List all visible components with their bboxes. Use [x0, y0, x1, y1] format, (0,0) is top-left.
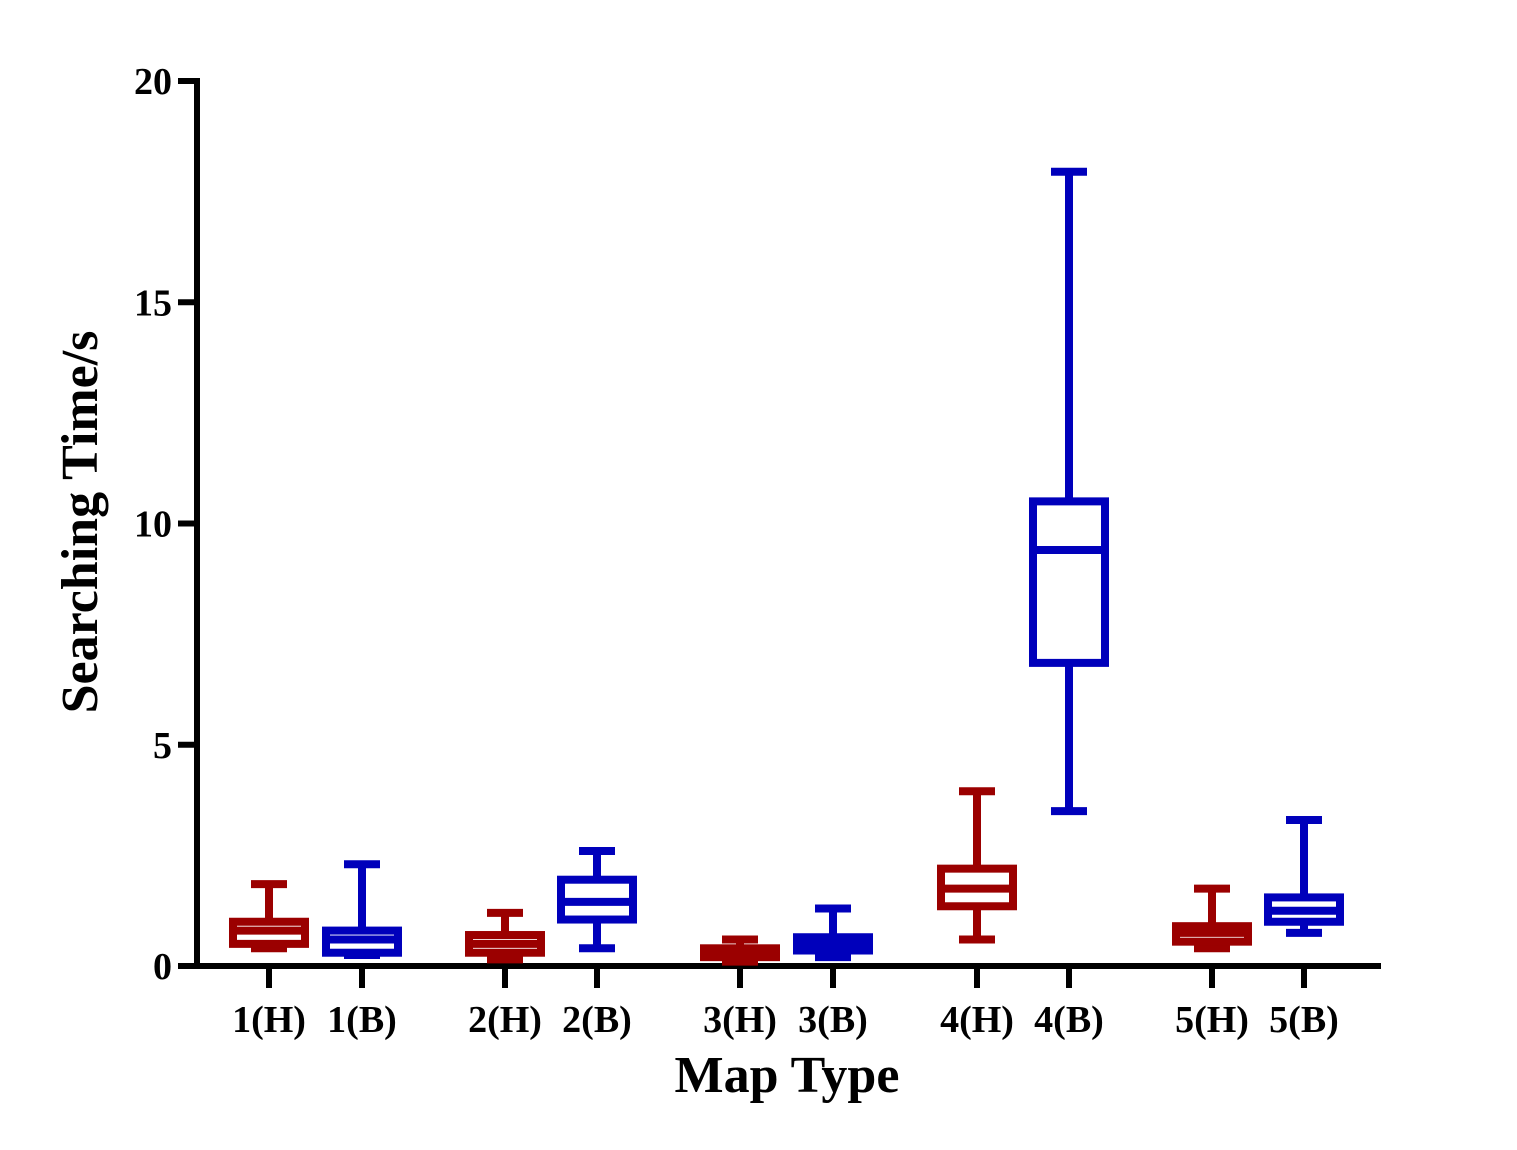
box-4(H)	[937, 787, 1017, 944]
x-tick-label: 3(B)	[798, 999, 868, 1041]
box-2(B)	[557, 846, 637, 953]
y-tick-label: 0	[153, 946, 172, 988]
x-tick-label: 5(B)	[1269, 999, 1339, 1041]
boxes	[229, 167, 1344, 966]
x-tick-label: 2(B)	[562, 999, 632, 1041]
x-tick-label: 5(H)	[1175, 999, 1249, 1041]
y-tick-label: 20	[134, 61, 172, 103]
x-tick-label: 2(H)	[468, 999, 542, 1041]
x-axis-title: Map Type	[675, 1047, 900, 1104]
x-tick-label: 1(H)	[232, 999, 306, 1041]
x-tick-label: 4(B)	[1034, 999, 1104, 1041]
x-ticks: 1(H) 1(B) 2(H) 2(B) 3(H) 3(B) 4(H) 4(B) 5(H) 5(B)	[232, 966, 1339, 1041]
y-tick-label: 5	[153, 725, 172, 767]
box-3(H)	[700, 935, 780, 966]
box-3(B)	[793, 904, 873, 962]
y-ticks: 0 5 10 15 20	[134, 61, 197, 988]
y-axis-title: Searching Time/s	[52, 331, 109, 714]
x-tick-label: 4(H)	[940, 999, 1014, 1041]
axes: 0 5 10 15 20 1(H) 1(B) 2(H) 2(B) 3(H) 3(B) 4(H) 4(B…	[134, 61, 1381, 1041]
x-tick-label: 3(H)	[703, 999, 777, 1041]
box-5(B)	[1264, 815, 1344, 937]
x-tick-label: 1(B)	[327, 999, 397, 1041]
box-4(B)	[1029, 167, 1109, 816]
box-2(H)	[465, 908, 545, 964]
y-tick-label: 15	[134, 282, 172, 324]
box-5(H)	[1172, 884, 1252, 953]
iqr-box	[1029, 497, 1109, 667]
box-1(H)	[229, 880, 309, 953]
y-tick-label: 10	[134, 504, 172, 546]
box-1(B)	[322, 860, 402, 959]
